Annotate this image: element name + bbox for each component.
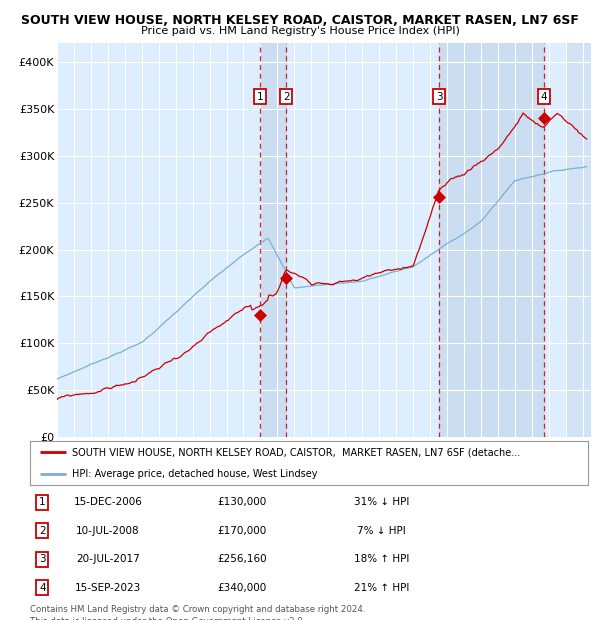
Text: £170,000: £170,000 xyxy=(217,526,266,536)
Text: 3: 3 xyxy=(436,92,443,102)
Text: £256,160: £256,160 xyxy=(217,554,267,564)
Text: 2: 2 xyxy=(283,92,290,102)
Text: 15-SEP-2023: 15-SEP-2023 xyxy=(75,583,141,593)
Text: Contains HM Land Registry data © Crown copyright and database right 2024.
This d: Contains HM Land Registry data © Crown c… xyxy=(30,605,365,620)
Bar xyxy=(566,43,591,437)
Bar xyxy=(439,43,544,437)
Text: 1: 1 xyxy=(256,92,263,102)
Text: 18% ↑ HPI: 18% ↑ HPI xyxy=(354,554,409,564)
Text: SOUTH VIEW HOUSE, NORTH KELSEY ROAD, CAISTOR, MARKET RASEN, LN7 6SF: SOUTH VIEW HOUSE, NORTH KELSEY ROAD, CAI… xyxy=(21,14,579,27)
Text: 1: 1 xyxy=(39,497,46,507)
Text: 7% ↓ HPI: 7% ↓ HPI xyxy=(357,526,406,536)
Text: 15-DEC-2006: 15-DEC-2006 xyxy=(74,497,143,507)
Text: 4: 4 xyxy=(541,92,547,102)
Text: £130,000: £130,000 xyxy=(217,497,266,507)
Text: 4: 4 xyxy=(39,583,46,593)
Bar xyxy=(260,43,286,437)
Text: HPI: Average price, detached house, West Lindsey: HPI: Average price, detached house, West… xyxy=(72,469,317,479)
Text: 20-JUL-2017: 20-JUL-2017 xyxy=(76,554,140,564)
Text: Price paid vs. HM Land Registry's House Price Index (HPI): Price paid vs. HM Land Registry's House … xyxy=(140,26,460,36)
Text: 21% ↑ HPI: 21% ↑ HPI xyxy=(354,583,409,593)
Text: 3: 3 xyxy=(39,554,46,564)
Text: 31% ↓ HPI: 31% ↓ HPI xyxy=(354,497,409,507)
Text: SOUTH VIEW HOUSE, NORTH KELSEY ROAD, CAISTOR,  MARKET RASEN, LN7 6SF (detache...: SOUTH VIEW HOUSE, NORTH KELSEY ROAD, CAI… xyxy=(72,447,520,458)
Text: 2: 2 xyxy=(39,526,46,536)
Text: £340,000: £340,000 xyxy=(217,583,266,593)
Bar xyxy=(566,43,591,437)
Text: 10-JUL-2008: 10-JUL-2008 xyxy=(76,526,140,536)
